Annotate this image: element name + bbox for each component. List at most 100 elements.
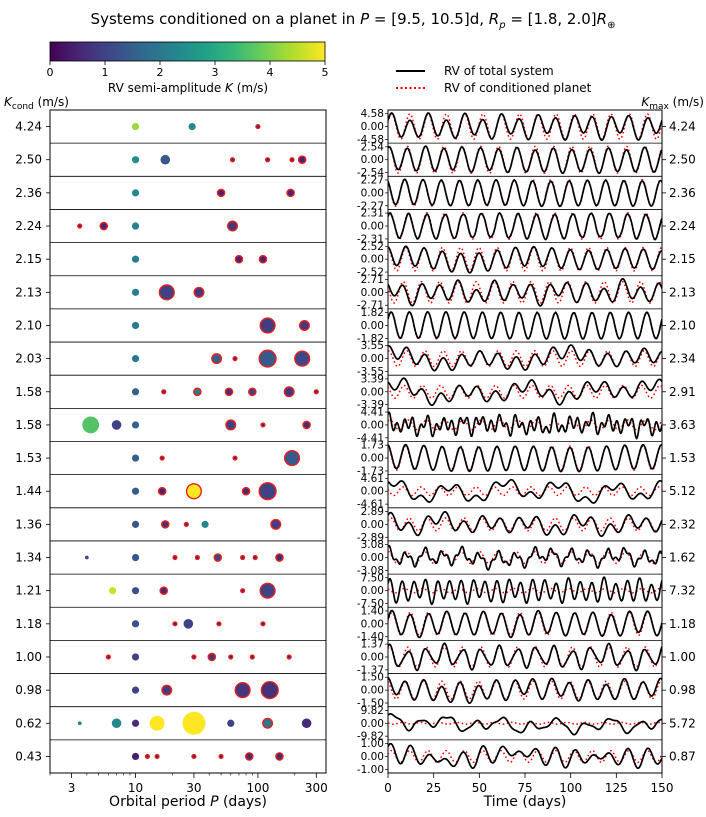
- kmax-label: 3.63: [669, 418, 696, 432]
- planet-point: [258, 254, 268, 264]
- planet-point: [131, 752, 140, 761]
- planet-point: [283, 449, 301, 467]
- rv-conditioned-line: [388, 611, 662, 637]
- kcond-label: 0.43: [15, 749, 42, 763]
- kcond-header-var: K: [4, 95, 13, 109]
- kmax-header-sub: max: [649, 102, 669, 112]
- legend: RV of total system RV of conditioned pla…: [396, 64, 592, 95]
- rv-ytick-label: 9.82: [361, 705, 384, 717]
- planet-point: [131, 520, 140, 528]
- rv-conditioned-line: [388, 550, 662, 565]
- colorbar: 0 1 2 3 4 5 RV semi-amplitude K (m/s): [47, 41, 329, 95]
- kmax-header: Kmax (m/s): [641, 95, 704, 112]
- planet-point: [258, 482, 277, 501]
- kcond-label: 2.15: [15, 252, 42, 266]
- title-radius-sub: p: [498, 20, 505, 31]
- planet-point: [109, 587, 117, 595]
- left-xlabel-pre: Orbital period: [109, 794, 210, 810]
- rv-timeseries-panel: 4.244.580.00-4.582.502.540.00-2.542.362.…: [357, 108, 696, 795]
- rv-total-line: [388, 377, 662, 407]
- planet-point: [227, 719, 235, 727]
- kcond-label: 1.00: [15, 650, 42, 664]
- planet-point: [185, 483, 203, 500]
- rv-ytick-label: 2.71: [361, 274, 384, 286]
- time-xtick-label: 75: [517, 781, 532, 795]
- title-period-var: P: [360, 10, 370, 28]
- planet-point: [201, 520, 209, 528]
- planet-point: [111, 718, 122, 729]
- planet-point: [131, 156, 140, 164]
- planet-point: [160, 154, 171, 165]
- rv-total-line: [388, 245, 662, 274]
- planet-point: [289, 157, 295, 163]
- planet-point: [183, 619, 194, 629]
- rv-conditioned-line: [388, 486, 662, 497]
- planet-point: [99, 221, 109, 231]
- kcond-label: 1.58: [15, 418, 42, 432]
- rv-ytick-label: 2.89: [361, 506, 384, 518]
- rv-ytick-label: -4.41: [357, 432, 384, 444]
- rv-ytick-label: 0.00: [361, 585, 384, 597]
- right-xlabel: Time (days): [483, 794, 567, 810]
- planet-point: [159, 586, 169, 595]
- rv-ytick-label: -4.58: [357, 134, 384, 146]
- title-earth-sub: ⊕: [607, 20, 615, 31]
- rv-ytick-label: 7.50: [361, 572, 384, 584]
- planet-point: [302, 420, 311, 430]
- rv-ytick-label: 0.00: [361, 751, 384, 763]
- kcond-label: 4.24: [15, 120, 42, 134]
- planet-point: [286, 188, 295, 198]
- time-xtick-label: 50: [472, 781, 487, 795]
- planet-point: [193, 286, 205, 298]
- planet-point: [77, 223, 83, 229]
- planet-point: [241, 486, 251, 496]
- rv-ytick-label: 0.00: [361, 685, 384, 697]
- rv-ytick-label: 1.73: [361, 440, 384, 452]
- rv-ytick-label: -2.71: [357, 300, 384, 312]
- rv-total-line: [388, 211, 662, 241]
- planet-point: [182, 711, 206, 735]
- left-xlabel-var: P: [210, 794, 219, 810]
- planet-point: [191, 654, 197, 660]
- planet-point: [229, 157, 236, 163]
- planet-point: [193, 387, 202, 397]
- time-xtick-label: 125: [605, 781, 628, 795]
- rv-ytick-label: 0.00: [361, 154, 384, 166]
- left-xlabel: Orbital period P (days): [109, 794, 267, 810]
- rv-ytick-label: -2.54: [357, 167, 384, 179]
- kcond-label: 0.98: [15, 683, 42, 697]
- legend-label-conditioned: RV of conditioned planet: [444, 81, 592, 95]
- planet-point: [131, 587, 140, 595]
- rv-ytick-label: 1.37: [361, 639, 384, 651]
- planet-point: [131, 321, 140, 330]
- planet-point: [191, 753, 197, 760]
- kcond-header-sub: cond: [12, 102, 34, 112]
- kmax-label: 2.15: [669, 252, 696, 266]
- planet-point: [131, 189, 140, 197]
- planet-point: [224, 387, 234, 397]
- planet-point: [158, 284, 175, 301]
- planet-point: [258, 349, 277, 368]
- planet-point: [313, 389, 319, 395]
- colorbar-tick-label: 3: [212, 66, 219, 79]
- kmax-label: 1.53: [669, 451, 696, 465]
- planet-point: [159, 455, 165, 461]
- planet-point: [218, 753, 224, 760]
- rv-ytick-label: -2.52: [357, 267, 384, 279]
- planet-point: [234, 682, 251, 699]
- planet-point: [111, 420, 122, 430]
- planet-point: [275, 553, 284, 562]
- kcond-header-unit: (m/s): [34, 95, 69, 109]
- planet-point: [259, 582, 276, 599]
- rv-ytick-label: 3.39: [361, 373, 384, 385]
- planet-point: [131, 288, 140, 296]
- planet-point: [240, 588, 246, 594]
- period-xtick-label: 30: [186, 781, 201, 795]
- rv-total-line: [388, 178, 662, 208]
- planet-point: [131, 653, 140, 661]
- planet-point: [265, 157, 271, 163]
- planet-point: [275, 752, 284, 761]
- planet-point: [131, 355, 140, 363]
- colorbar-label-var: K: [225, 81, 234, 95]
- rv-ytick-label: 0.00: [361, 486, 384, 498]
